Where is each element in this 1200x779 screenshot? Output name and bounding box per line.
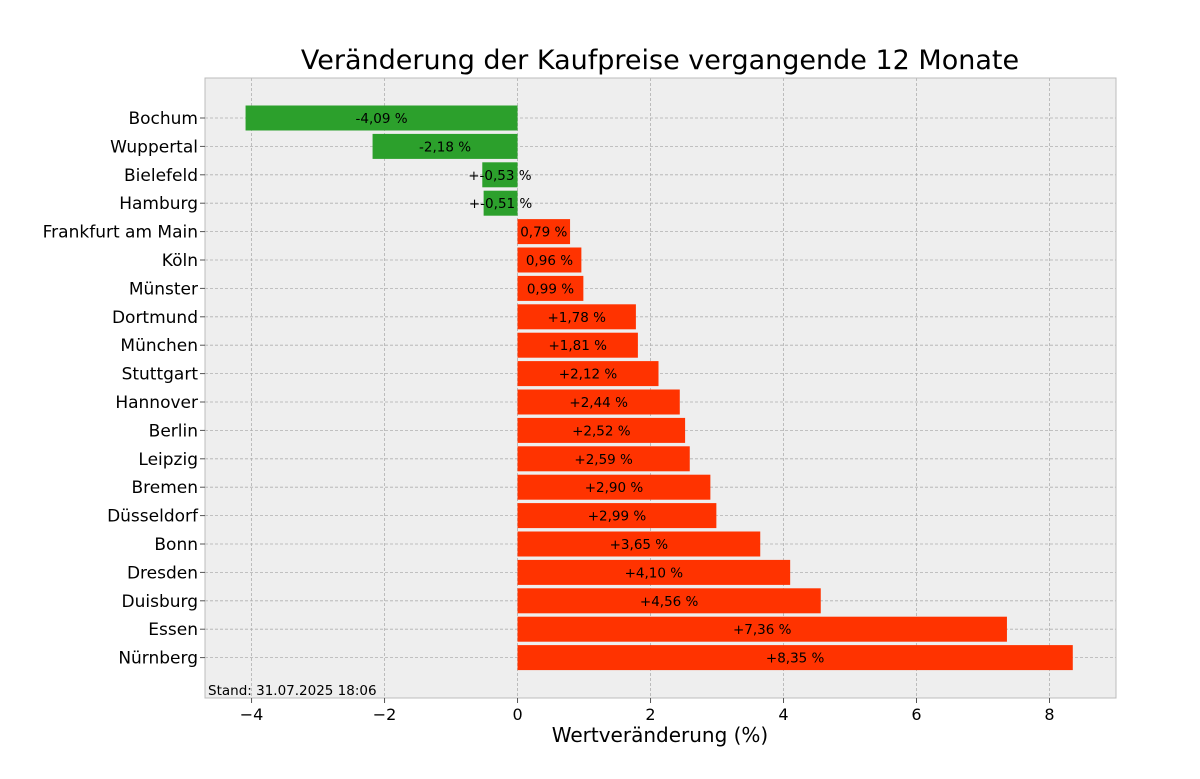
- x-tick-label: 0: [512, 705, 522, 724]
- bar-data-label: +4,10 %: [625, 565, 684, 581]
- bar-data-label: +8,35 %: [766, 651, 825, 667]
- x-tick-label: −4: [240, 705, 264, 724]
- y-tick-label: Hamburg: [119, 194, 198, 214]
- bar-data-label: 0,79 %: [520, 225, 567, 241]
- bar: [517, 645, 1073, 671]
- y-tick-label: Stuttgart: [122, 365, 199, 385]
- plot-frame: [204, 77, 1117, 699]
- bar-data-label: -2,18 %: [419, 139, 471, 155]
- bar: [517, 304, 636, 330]
- bar: [517, 247, 582, 273]
- bar: [517, 446, 690, 472]
- y-tick-label: Wuppertal: [110, 137, 198, 157]
- x-tick-label: 2: [645, 705, 655, 724]
- chart-title: Veränderung der Kaufpreise vergangende 1…: [301, 45, 1019, 76]
- bar: [517, 361, 659, 387]
- bar: [517, 417, 686, 443]
- bar: [517, 389, 680, 415]
- y-tick-label: München: [120, 336, 198, 356]
- x-axis-label: Wertveränderung (%): [552, 723, 769, 747]
- bar-data-label: +-0,51 %: [469, 196, 533, 212]
- bar-data-label: +2,52 %: [572, 423, 631, 439]
- bar-data-label: +1,78 %: [547, 310, 606, 326]
- footnote-text: Stand: 31.07.2025 18:06: [208, 683, 377, 699]
- bar: [517, 616, 1007, 642]
- bar: [517, 588, 821, 614]
- bar: [517, 275, 584, 301]
- bar: [517, 219, 571, 245]
- y-tick-label: Bonn: [154, 535, 198, 555]
- bar: [372, 133, 518, 159]
- bar: [483, 190, 518, 216]
- bar: [517, 503, 717, 529]
- bar-data-label: 0,96 %: [526, 253, 573, 269]
- y-tick-label: Duisburg: [122, 592, 199, 612]
- bar-data-label: -4,09 %: [356, 111, 408, 127]
- y-tick-label: Düsseldorf: [107, 507, 199, 527]
- bar: [517, 531, 761, 557]
- y-tick-label: Frankfurt am Main: [43, 223, 198, 243]
- x-tick-label: −2: [373, 705, 397, 724]
- x-tick-label: 8: [1044, 705, 1054, 724]
- y-tick-label: Essen: [148, 620, 198, 640]
- bar-data-label: +4,56 %: [640, 594, 699, 610]
- bar-data-label: +2,90 %: [585, 480, 644, 496]
- y-tick-label: Hannover: [115, 393, 198, 413]
- bar-data-label: +3,65 %: [610, 537, 669, 553]
- bar: [245, 105, 518, 131]
- bar-data-label: +2,12 %: [559, 367, 618, 383]
- bar-data-label: +-0,53 %: [468, 168, 532, 184]
- y-tick-label: Bochum: [128, 109, 198, 129]
- y-tick-label: Köln: [162, 251, 198, 271]
- bar-data-label: +2,59 %: [574, 452, 633, 468]
- y-tick-label: Berlin: [149, 421, 198, 441]
- y-tick-label: Münster: [129, 279, 198, 299]
- bar-data-label: +2,99 %: [588, 509, 647, 525]
- y-tick-label: Bielefeld: [124, 166, 198, 186]
- y-tick-label: Nürnberg: [118, 649, 198, 669]
- x-tick-label: 6: [911, 705, 921, 724]
- bar-data-label: 0,99 %: [527, 281, 574, 297]
- bar: [517, 559, 791, 585]
- y-tick-label: Dortmund: [112, 308, 198, 328]
- bar-data-label: +2,44 %: [569, 395, 628, 411]
- plot-area: -4,09 % -2,18 % +-0,53 % +-0,51 % 0,79 % 0,96…: [43, 77, 1117, 724]
- bar: [517, 332, 638, 358]
- bar: [517, 474, 711, 500]
- y-tick-label: Bremen: [131, 478, 198, 498]
- bar: [482, 162, 518, 188]
- y-tick-label: Dresden: [127, 563, 198, 583]
- y-tick-label: Leipzig: [138, 450, 198, 470]
- bar-data-label: +7,36 %: [733, 622, 792, 638]
- x-tick-label: 4: [778, 705, 788, 724]
- bar-data-label: +1,81 %: [548, 338, 607, 354]
